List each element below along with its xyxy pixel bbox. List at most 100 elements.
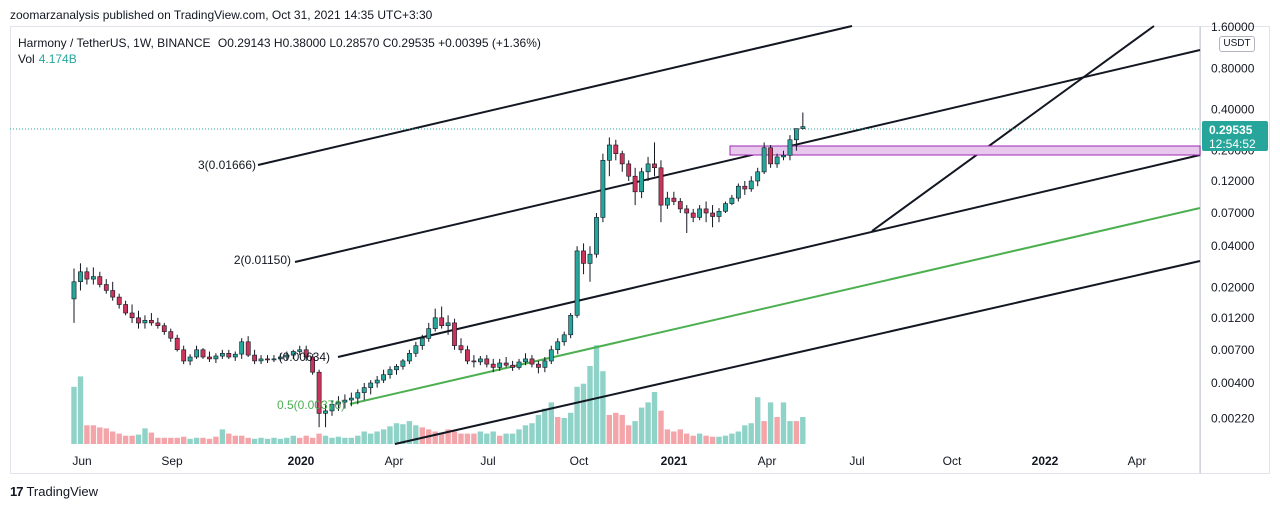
candle bbox=[606, 137, 612, 177]
volume-bar bbox=[116, 433, 122, 444]
volume-legend[interactable]: Vol 4.174B bbox=[18, 52, 77, 66]
volume-bar bbox=[458, 433, 464, 444]
volume-bar bbox=[309, 437, 316, 444]
candle-body bbox=[477, 358, 483, 363]
y-tick-label: 0.04000 bbox=[1211, 239, 1255, 253]
candle bbox=[232, 351, 238, 361]
volume-bar bbox=[593, 345, 600, 444]
volume-value: 4.174B bbox=[38, 52, 77, 66]
volume-bar bbox=[761, 421, 767, 444]
candle-body bbox=[639, 171, 644, 193]
candle bbox=[84, 267, 90, 285]
volume-bar bbox=[722, 435, 729, 444]
symbol-name[interactable]: Harmony / TetherUS, 1W, BINANCE bbox=[18, 36, 211, 50]
volume-bar bbox=[555, 417, 561, 444]
x-tick-label: Sep bbox=[161, 454, 183, 468]
y-tick-label: 0.01200 bbox=[1211, 311, 1255, 325]
volume-bar bbox=[645, 402, 651, 444]
volume-bar bbox=[374, 431, 380, 444]
volume-bar bbox=[755, 397, 761, 444]
candle-body bbox=[110, 290, 116, 298]
volume-bar bbox=[568, 412, 574, 444]
candle-body bbox=[142, 319, 148, 324]
candle-body bbox=[348, 397, 354, 401]
volume-bar bbox=[290, 435, 296, 444]
volume-bar bbox=[200, 437, 206, 444]
candle-body bbox=[626, 163, 632, 177]
candle-body bbox=[439, 317, 445, 326]
volume-bar bbox=[135, 434, 142, 444]
candle bbox=[677, 198, 683, 213]
x-tick-label: 2021 bbox=[661, 454, 688, 468]
volume-bar bbox=[239, 435, 245, 444]
y-tick-label: 0.00220 bbox=[1211, 412, 1255, 426]
volume-bar bbox=[477, 431, 483, 444]
candle bbox=[297, 345, 303, 356]
candle bbox=[400, 358, 406, 370]
candle bbox=[452, 318, 457, 350]
candle bbox=[626, 160, 632, 181]
fib-label-layer: 3(0.01666) 2(0.01150) (0.00634) 0.5(0.00376… bbox=[198, 158, 345, 412]
volume-bar bbox=[348, 437, 354, 444]
candle bbox=[445, 315, 451, 335]
candle-body bbox=[787, 139, 793, 156]
candle bbox=[439, 306, 445, 329]
volume-bar bbox=[129, 435, 135, 444]
candle-body bbox=[671, 197, 677, 202]
candle-body bbox=[432, 317, 438, 329]
volume-bar bbox=[709, 436, 716, 444]
publisher-line: zoomarzanalysis published on TradingView… bbox=[10, 8, 433, 22]
candle-body bbox=[284, 354, 290, 358]
channel-line-3 bbox=[294, 49, 1201, 263]
y-tick-label: 0.00700 bbox=[1211, 343, 1255, 357]
candle bbox=[613, 139, 619, 161]
volume-bar bbox=[419, 427, 425, 444]
channel-line-top bbox=[257, 25, 853, 166]
candle-body bbox=[161, 325, 167, 332]
channel-line-bottom bbox=[394, 260, 1201, 445]
candle-body bbox=[303, 349, 309, 358]
candle bbox=[220, 349, 225, 359]
volume-bar bbox=[368, 433, 374, 444]
currency-badge[interactable]: USDT bbox=[1219, 36, 1255, 52]
candle-body bbox=[361, 387, 367, 393]
candle-body bbox=[768, 147, 773, 165]
candle bbox=[97, 271, 103, 288]
candle-body bbox=[748, 180, 754, 190]
last-price: 0.29535 bbox=[1209, 123, 1253, 137]
candle bbox=[258, 355, 264, 365]
candle-body bbox=[381, 374, 386, 381]
candle bbox=[768, 145, 773, 168]
volume-bar bbox=[258, 437, 264, 444]
volume-bar bbox=[277, 438, 284, 444]
candle bbox=[149, 313, 154, 326]
volume-bar bbox=[219, 429, 226, 444]
candle bbox=[619, 150, 625, 172]
candle bbox=[594, 213, 599, 258]
volume-bar bbox=[271, 437, 277, 444]
candle-body bbox=[535, 363, 541, 368]
price-axis[interactable] bbox=[1200, 26, 1270, 474]
candle-body bbox=[187, 356, 193, 362]
symbol-legend[interactable]: Harmony / TetherUS, 1W, BINANCE O0.29143… bbox=[18, 36, 541, 50]
x-tick-layer: Jun Sep 2020 Apr Jul Oct 2021 Apr Jul Oct 2022 Apr bbox=[72, 454, 1146, 468]
candle-body bbox=[200, 349, 206, 358]
volume-bar bbox=[677, 429, 683, 444]
y-tick-label: 0.00400 bbox=[1211, 376, 1255, 390]
candle bbox=[310, 354, 315, 375]
candle bbox=[78, 263, 83, 291]
y-tick-label: 1.60000 bbox=[1211, 20, 1255, 34]
volume-bar bbox=[148, 432, 155, 444]
candle bbox=[716, 208, 722, 223]
x-tick-label: Oct bbox=[943, 454, 962, 468]
volume-bar bbox=[438, 432, 445, 444]
channel-line-2 bbox=[337, 154, 1201, 358]
volume-bar bbox=[174, 437, 180, 444]
fib-level-label: (0.00634) bbox=[279, 350, 330, 364]
candle bbox=[316, 369, 322, 428]
candle bbox=[329, 400, 335, 416]
footer-brand[interactable]: 17 TradingView bbox=[10, 484, 98, 499]
volume-bar bbox=[445, 429, 451, 444]
candle-body bbox=[207, 356, 212, 360]
